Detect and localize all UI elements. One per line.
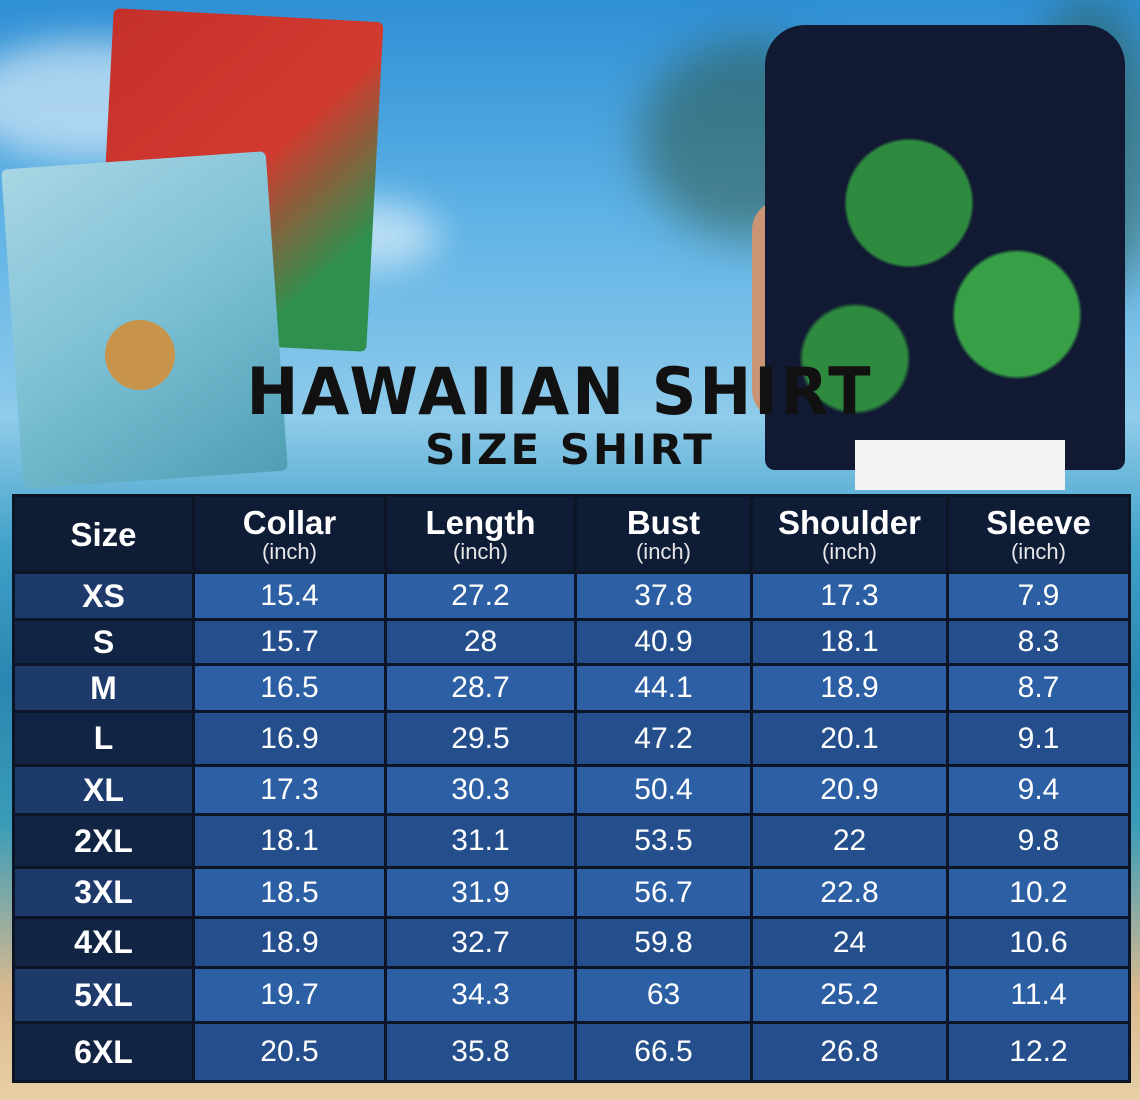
measurement-cell: 50.4: [574, 764, 753, 816]
measurement-cell: 17.3: [192, 764, 387, 816]
column-unit: (inch): [1010, 538, 1066, 564]
column-unit: (inch): [452, 538, 508, 564]
measurement-cell: 37.8: [574, 571, 753, 621]
measurement-cell: 22.8: [750, 866, 949, 919]
measurement-cell: 35.8: [384, 1021, 577, 1083]
page-subtitle: SIZE SHIRT: [425, 425, 715, 474]
measurement-cell: 59.8: [574, 916, 753, 969]
size-cell: 3XL: [12, 866, 195, 919]
measurement-cell: 30.3: [384, 764, 577, 816]
measurement-cell: 56.7: [574, 866, 753, 919]
measurement-cell: 26.8: [750, 1021, 949, 1083]
measurement-cell: 16.5: [192, 663, 387, 713]
table-row: 3XL 18.5 31.9 56.7 22.8 10.2: [12, 866, 1131, 919]
measurement-cell: 10.2: [946, 866, 1131, 919]
measurement-cell: 63: [574, 966, 753, 1024]
measurement-cell: 44.1: [574, 663, 753, 713]
table-row: XS 15.4 27.2 37.8 17.3 7.9: [12, 571, 1131, 621]
size-cell: 6XL: [12, 1021, 195, 1083]
measurement-cell: 20.9: [750, 764, 949, 816]
column-label: Shoulder: [777, 503, 921, 541]
measurement-cell: 31.9: [384, 866, 577, 919]
measurement-cell: 9.4: [946, 764, 1131, 816]
measurement-cell: 34.3: [384, 966, 577, 1024]
measurement-cell: 7.9: [946, 571, 1131, 621]
measurement-cell: 66.5: [574, 1021, 753, 1083]
measurement-cell: 18.9: [192, 916, 387, 969]
measurement-cell: 25.2: [750, 966, 949, 1024]
table-row: 6XL 20.5 35.8 66.5 26.8 12.2: [12, 1021, 1131, 1083]
column-label: Collar: [242, 503, 337, 541]
column-header-length: Length (inch): [384, 494, 577, 574]
measurement-cell: 9.1: [946, 710, 1131, 767]
size-cell: XS: [12, 571, 195, 621]
size-cell: 4XL: [12, 916, 195, 969]
model-shirt-image: [765, 25, 1125, 470]
measurement-cell: 40.9: [574, 618, 753, 666]
measurement-cell: 18.1: [750, 618, 949, 666]
page-title: HAWAIIAN SHIRT: [246, 353, 874, 430]
measurement-cell: 16.9: [192, 710, 387, 767]
table-row: S 15.7 28 40.9 18.1 8.3: [12, 618, 1131, 666]
column-header-size: Size: [12, 494, 195, 574]
measurement-cell: 12.2: [946, 1021, 1131, 1083]
column-unit: (inch): [261, 538, 317, 564]
table-header-row: Size Collar (inch) Length (inch) Bust (inch) Sh…: [12, 494, 1131, 574]
column-unit: (inch): [635, 538, 691, 564]
measurement-cell: 28: [384, 618, 577, 666]
measurement-cell: 11.4: [946, 966, 1131, 1024]
column-unit: (inch): [821, 538, 877, 564]
measurement-cell: 8.7: [946, 663, 1131, 713]
table-row: 5XL 19.7 34.3 63 25.2 11.4: [12, 966, 1131, 1024]
measurement-cell: 24: [750, 916, 949, 969]
column-label: Size: [70, 515, 137, 553]
measurement-cell: 22: [750, 813, 949, 869]
measurement-cell: 18.9: [750, 663, 949, 713]
measurement-cell: 29.5: [384, 710, 577, 767]
size-chart-table: Size Collar (inch) Length (inch) Bust (inch) Sh…: [12, 494, 1131, 1083]
model-pants: [855, 440, 1065, 490]
size-cell: L: [12, 710, 195, 767]
table-row: XL 17.3 30.3 50.4 20.9 9.4: [12, 764, 1131, 816]
size-cell: 5XL: [12, 966, 195, 1024]
table-row: M 16.5 28.7 44.1 18.9 8.7: [12, 663, 1131, 713]
size-cell: 2XL: [12, 813, 195, 869]
size-cell: S: [12, 618, 195, 666]
measurement-cell: 18.1: [192, 813, 387, 869]
measurement-cell: 28.7: [384, 663, 577, 713]
table-row: L 16.9 29.5 47.2 20.1 9.1: [12, 710, 1131, 767]
measurement-cell: 19.7: [192, 966, 387, 1024]
measurement-cell: 18.5: [192, 866, 387, 919]
column-label: Sleeve: [986, 503, 1091, 541]
measurement-cell: 53.5: [574, 813, 753, 869]
measurement-cell: 15.7: [192, 618, 387, 666]
measurement-cell: 20.1: [750, 710, 949, 767]
size-cell: M: [12, 663, 195, 713]
table-row: 4XL 18.9 32.7 59.8 24 10.6: [12, 916, 1131, 969]
size-cell: XL: [12, 764, 195, 816]
column-header-sleeve: Sleeve (inch): [946, 494, 1131, 574]
column-label: Length: [425, 503, 536, 541]
column-header-bust: Bust (inch): [574, 494, 753, 574]
measurement-cell: 32.7: [384, 916, 577, 969]
column-header-collar: Collar (inch): [192, 494, 387, 574]
measurement-cell: 31.1: [384, 813, 577, 869]
measurement-cell: 10.6: [946, 916, 1131, 969]
measurement-cell: 47.2: [574, 710, 753, 767]
measurement-cell: 27.2: [384, 571, 577, 621]
measurement-cell: 20.5: [192, 1021, 387, 1083]
measurement-cell: 15.4: [192, 571, 387, 621]
measurement-cell: 8.3: [946, 618, 1131, 666]
hibiscus-print: [105, 320, 175, 390]
table-row: 2XL 18.1 31.1 53.5 22 9.8: [12, 813, 1131, 869]
column-header-shoulder: Shoulder (inch): [750, 494, 949, 574]
measurement-cell: 17.3: [750, 571, 949, 621]
column-label: Bust: [626, 503, 701, 541]
measurement-cell: 9.8: [946, 813, 1131, 869]
